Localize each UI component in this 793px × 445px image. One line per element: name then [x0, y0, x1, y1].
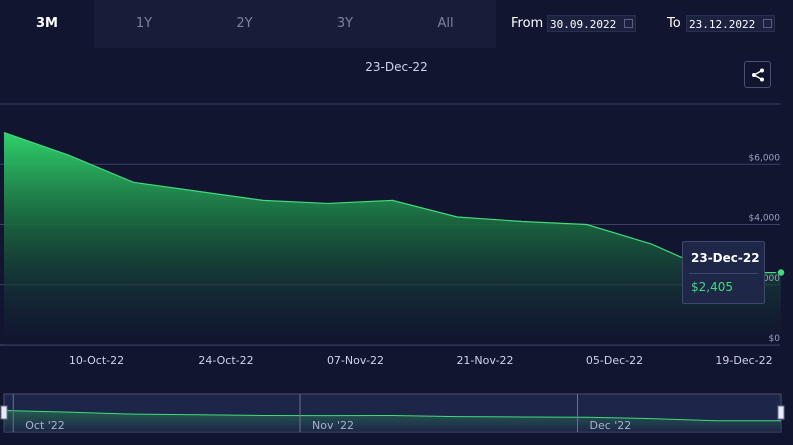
- from-date-value: 30.09.2022: [550, 18, 617, 31]
- navigator-handle-right[interactable]: [777, 405, 785, 420]
- top-toolbar: 3M 1Y 2Y 3Y All From 30.09.2022 To 23.12…: [0, 0, 793, 48]
- navigator-label: Nov '22: [312, 419, 354, 432]
- area-fill: [4, 132, 781, 345]
- calendar-icon: [763, 19, 772, 28]
- x-tick-label: 07-Nov-22: [327, 354, 384, 367]
- x-tick-label: 05-Dec-22: [586, 354, 643, 367]
- tooltip-divider: [689, 273, 758, 274]
- from-date-input[interactable]: 30.09.2022: [547, 15, 636, 32]
- navigator-handle-left[interactable]: [0, 405, 8, 420]
- data-tooltip: 23-Dec-22 $2,405: [682, 241, 765, 304]
- range-button-group: [94, 0, 496, 48]
- range-button-3y[interactable]: 3Y: [336, 16, 354, 31]
- chart-title: 23-Dec-22: [365, 60, 428, 74]
- x-tick-label: 10-Oct-22: [69, 354, 124, 367]
- tooltip-value: $2,405: [691, 280, 733, 294]
- navigator-label: Oct '22: [25, 419, 65, 432]
- x-tick-label: 21-Nov-22: [456, 354, 513, 367]
- tooltip-date: 23-Dec-22: [691, 251, 760, 265]
- x-tick-label: 19-Dec-22: [715, 354, 772, 367]
- range-button-all[interactable]: All: [437, 16, 454, 31]
- y-tick-label: $0: [769, 334, 781, 344]
- to-date-value: 23.12.2022: [689, 18, 756, 31]
- share-button[interactable]: [744, 61, 771, 88]
- navigator-label: Dec '22: [590, 419, 632, 432]
- navigator-series-line: [3, 409, 782, 422]
- range-button-1y[interactable]: 1Y: [135, 16, 153, 31]
- share-icon: [751, 68, 764, 81]
- calendar-icon: [624, 19, 633, 28]
- range-button-2y[interactable]: 2Y: [236, 16, 253, 31]
- hover-marker: [776, 267, 786, 278]
- x-tick-label: 24-Oct-22: [198, 354, 253, 367]
- to-label: To: [667, 16, 681, 31]
- from-label: From: [511, 16, 544, 31]
- y-tick-label: $4,000: [749, 214, 781, 224]
- navigator-area: [4, 410, 781, 432]
- y-tick-label: $6,000: [749, 153, 781, 163]
- to-date-input[interactable]: 23.12.2022: [686, 15, 775, 32]
- range-button-3m[interactable]: 3M: [36, 16, 58, 31]
